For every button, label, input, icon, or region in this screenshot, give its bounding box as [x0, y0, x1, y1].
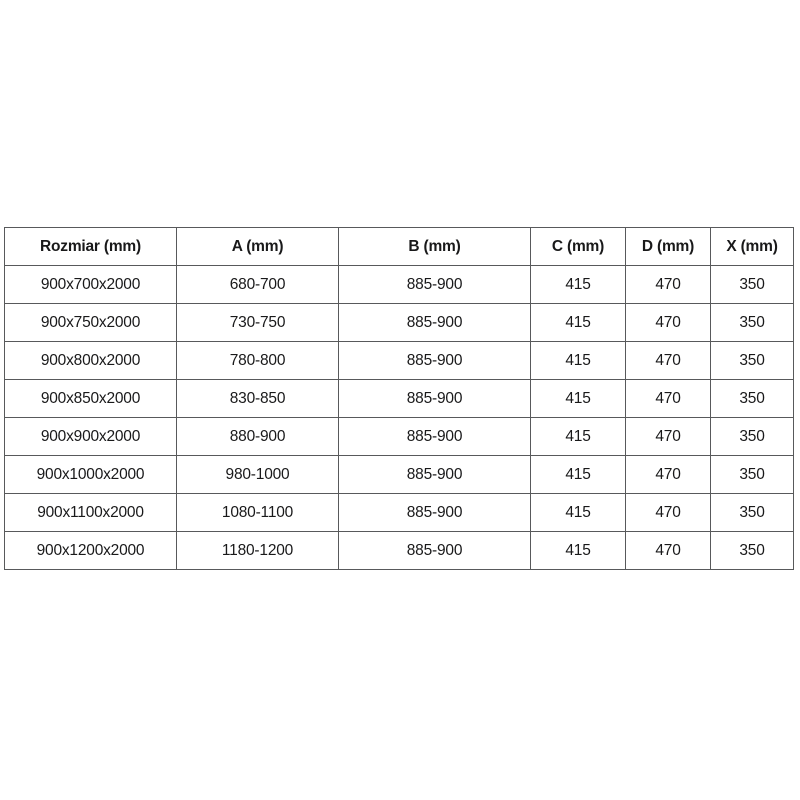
cell-a: 1080-1100 — [176, 493, 339, 532]
cell-a: 780-800 — [176, 341, 339, 380]
cell-size: 900x700x2000 — [4, 265, 177, 304]
cell-x: 350 — [710, 341, 794, 380]
table-header: Rozmiar (mm) A (mm) B (mm) C (mm) D (mm)… — [4, 227, 794, 266]
cell-size: 900x850x2000 — [4, 379, 177, 418]
cell-c: 415 — [530, 455, 626, 494]
cell-x: 350 — [710, 379, 794, 418]
table-row: 900x750x2000 730-750 885-900 415 470 350 — [4, 303, 794, 342]
cell-b: 885-900 — [338, 341, 531, 380]
cell-b: 885-900 — [338, 493, 531, 532]
cell-size: 900x900x2000 — [4, 417, 177, 456]
table-row: 900x1200x2000 1180-1200 885-900 415 470 … — [4, 531, 794, 570]
cell-c: 415 — [530, 493, 626, 532]
cell-b: 885-900 — [338, 379, 531, 418]
cell-a: 880-900 — [176, 417, 339, 456]
cell-x: 350 — [710, 493, 794, 532]
cell-size: 900x1000x2000 — [4, 455, 177, 494]
cell-c: 415 — [530, 265, 626, 304]
cell-a: 1180-1200 — [176, 531, 339, 570]
cell-d: 470 — [625, 379, 711, 418]
cell-x: 350 — [710, 455, 794, 494]
cell-size: 900x750x2000 — [4, 303, 177, 342]
specification-table: Rozmiar (mm) A (mm) B (mm) C (mm) D (mm)… — [4, 227, 794, 570]
cell-d: 470 — [625, 303, 711, 342]
cell-x: 350 — [710, 303, 794, 342]
cell-b: 885-900 — [338, 417, 531, 456]
cell-x: 350 — [710, 531, 794, 570]
cell-size: 900x1200x2000 — [4, 531, 177, 570]
cell-size: 900x800x2000 — [4, 341, 177, 380]
cell-a: 730-750 — [176, 303, 339, 342]
cell-a: 830-850 — [176, 379, 339, 418]
cell-a: 680-700 — [176, 265, 339, 304]
cell-b: 885-900 — [338, 531, 531, 570]
column-header-x: X (mm) — [710, 227, 794, 266]
column-header-size: Rozmiar (mm) — [4, 227, 177, 266]
table-header-row: Rozmiar (mm) A (mm) B (mm) C (mm) D (mm)… — [4, 227, 794, 266]
cell-a: 980-1000 — [176, 455, 339, 494]
cell-c: 415 — [530, 379, 626, 418]
table-row: 900x1100x2000 1080-1100 885-900 415 470 … — [4, 493, 794, 532]
cell-x: 350 — [710, 417, 794, 456]
column-header-d: D (mm) — [625, 227, 711, 266]
table-row: 900x800x2000 780-800 885-900 415 470 350 — [4, 341, 794, 380]
cell-b: 885-900 — [338, 303, 531, 342]
column-header-c: C (mm) — [530, 227, 626, 266]
cell-d: 470 — [625, 417, 711, 456]
cell-c: 415 — [530, 417, 626, 456]
cell-d: 470 — [625, 265, 711, 304]
table-row: 900x900x2000 880-900 885-900 415 470 350 — [4, 417, 794, 456]
cell-d: 470 — [625, 531, 711, 570]
cell-size: 900x1100x2000 — [4, 493, 177, 532]
table-row: 900x850x2000 830-850 885-900 415 470 350 — [4, 379, 794, 418]
cell-d: 470 — [625, 455, 711, 494]
cell-b: 885-900 — [338, 455, 531, 494]
table-row: 900x700x2000 680-700 885-900 415 470 350 — [4, 265, 794, 304]
cell-c: 415 — [530, 303, 626, 342]
specification-table-container: Rozmiar (mm) A (mm) B (mm) C (mm) D (mm)… — [4, 227, 794, 570]
cell-x: 350 — [710, 265, 794, 304]
column-header-a: A (mm) — [176, 227, 339, 266]
cell-b: 885-900 — [338, 265, 531, 304]
table-body: 900x700x2000 680-700 885-900 415 470 350… — [4, 265, 794, 570]
cell-d: 470 — [625, 493, 711, 532]
cell-c: 415 — [530, 341, 626, 380]
cell-c: 415 — [530, 531, 626, 570]
column-header-b: B (mm) — [338, 227, 531, 266]
table-row: 900x1000x2000 980-1000 885-900 415 470 3… — [4, 455, 794, 494]
cell-d: 470 — [625, 341, 711, 380]
